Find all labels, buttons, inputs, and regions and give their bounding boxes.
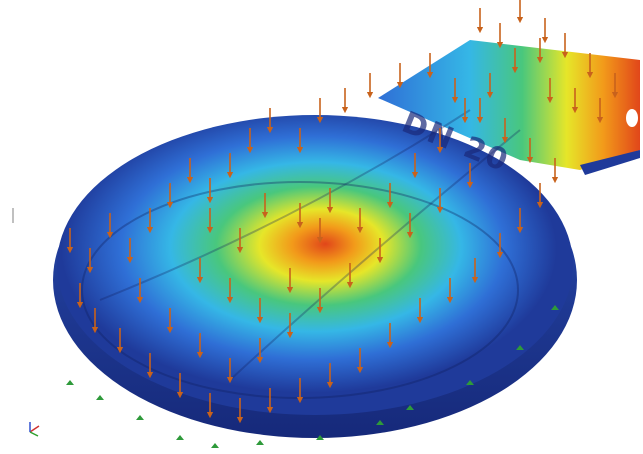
axis-triad	[29, 422, 40, 437]
support-marker	[66, 380, 74, 385]
support-marker	[256, 440, 264, 445]
support-marker	[551, 305, 559, 310]
plate-body	[53, 40, 640, 438]
support-marker	[136, 415, 144, 420]
axis-y-line	[29, 431, 39, 437]
handle-hole	[626, 109, 638, 127]
pressure-load-arrows	[66, 0, 619, 424]
support-marker	[316, 435, 324, 440]
axis-x-line	[29, 425, 40, 433]
support-marker	[96, 395, 104, 400]
support-marker	[466, 380, 474, 385]
support-marker	[211, 443, 219, 448]
support-marker	[376, 420, 384, 425]
support-marker	[516, 345, 524, 350]
support-marker	[406, 405, 414, 410]
support-marker	[176, 435, 184, 440]
fixed-support-markers	[66, 305, 559, 448]
